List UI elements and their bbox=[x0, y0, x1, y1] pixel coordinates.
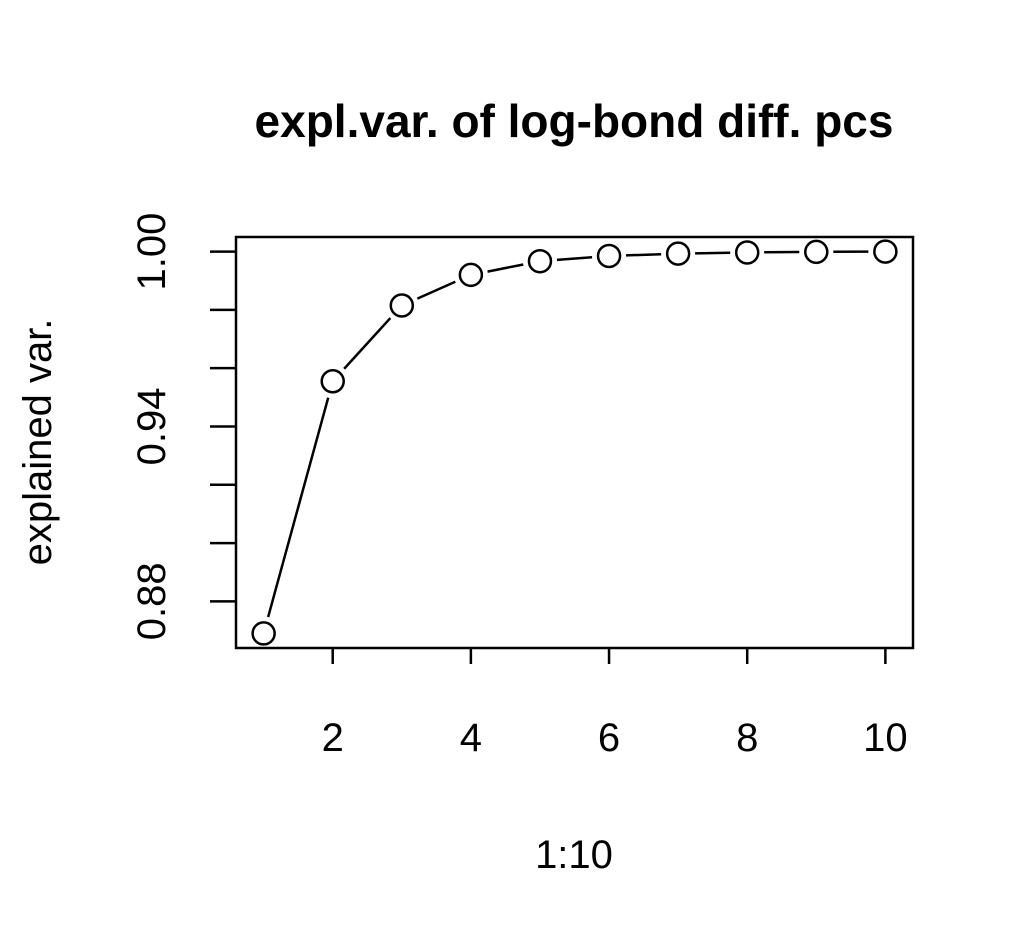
x-tick-label: 8 bbox=[736, 716, 758, 760]
data-point bbox=[458, 262, 484, 288]
data-point bbox=[251, 621, 276, 646]
series-segment bbox=[343, 317, 392, 370]
series-points bbox=[251, 239, 898, 646]
data-point bbox=[734, 240, 760, 265]
series-line bbox=[266, 250, 869, 618]
data-point bbox=[596, 243, 622, 269]
x-tick-label: 6 bbox=[598, 716, 620, 760]
chart-title: expl.var. of log-bond diff. pcs bbox=[255, 95, 894, 147]
x-axis: 2 4 6 8 10 bbox=[322, 648, 908, 760]
series-segment bbox=[695, 251, 731, 255]
series-segment bbox=[266, 397, 330, 618]
series-segment bbox=[556, 255, 593, 262]
x-tick-label: 10 bbox=[863, 716, 908, 760]
y-axis: 0.88 0.94 1.00 bbox=[130, 213, 236, 640]
data-point bbox=[873, 239, 898, 264]
x-tick-label: 4 bbox=[460, 716, 482, 760]
data-point bbox=[665, 241, 691, 266]
y-tick-label: 0.94 bbox=[130, 388, 174, 466]
data-point bbox=[527, 248, 553, 274]
y-axis-label: explained var. bbox=[16, 319, 60, 566]
data-point bbox=[389, 293, 415, 318]
series-segment bbox=[625, 252, 662, 257]
x-tick-label: 2 bbox=[322, 716, 344, 760]
plot-frame bbox=[234, 235, 915, 650]
series-segment bbox=[416, 280, 456, 300]
y-tick-label: 0.88 bbox=[130, 562, 174, 640]
x-axis-label: 1:10 bbox=[535, 833, 613, 877]
series-segment bbox=[487, 263, 524, 273]
data-point bbox=[804, 239, 829, 265]
y-tick-label: 1.00 bbox=[130, 213, 174, 291]
data-point bbox=[320, 369, 345, 394]
